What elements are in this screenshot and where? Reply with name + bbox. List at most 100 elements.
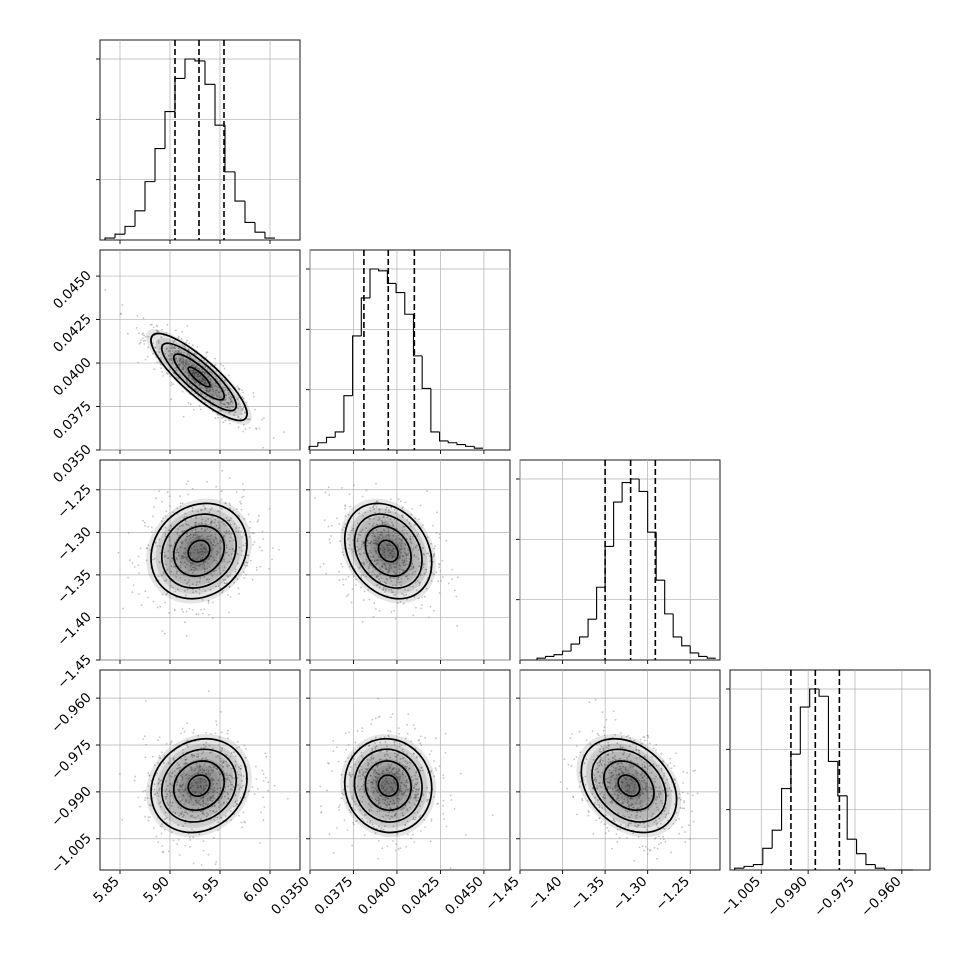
panel-p3-vs-p0-point-456 — [186, 722, 189, 725]
panel-p2-vs-p1-point-587 — [438, 592, 441, 594]
panel-p3-vs-p1-point-318 — [402, 793, 404, 796]
panel-p1-vs-p0-point-492 — [191, 377, 194, 380]
panel-p3-vs-p1-point-462 — [377, 773, 380, 776]
panel-p2-vs-p1-point-200 — [397, 578, 400, 581]
panel-p3-vs-p1-point-152 — [397, 800, 399, 803]
panel-p3-vs-p0-shade-4 — [178, 765, 220, 806]
panel-p2-vs-p1-point-319 — [386, 546, 389, 549]
panel-p2-vs-p1-point-55 — [367, 567, 370, 570]
panel-p3-vs-p0-point-62 — [221, 779, 224, 781]
panel-p2-vs-p0-point-223 — [211, 617, 214, 619]
panel-p2-vs-p1-point-88 — [388, 534, 390, 537]
panel-p1-hist-bar-5 — [352, 335, 362, 396]
xtick-label-p0-1: 5.90 — [140, 874, 173, 907]
panel-p2-vs-p0-point-190 — [206, 538, 209, 541]
panel-p2-vs-p0-point-396 — [140, 604, 143, 607]
panel-p2-vs-p0-point-20 — [159, 605, 162, 608]
panel-p3-vs-p1-point-362 — [453, 808, 456, 810]
panel-p3-vs-p1-point-525 — [370, 761, 373, 764]
panel-p3-vs-p1-point-254 — [359, 809, 362, 812]
panel-p3-vs-p0-point-292 — [182, 749, 184, 751]
panel-p2-vs-p0-point-107 — [145, 559, 148, 562]
panel-p3-vs-p0-point-463 — [218, 801, 220, 804]
panel-p2-vs-p0-point-128 — [236, 508, 238, 510]
panel-p3-vs-p2-point-166 — [689, 838, 691, 840]
panel-p2-vs-p0-point-69 — [202, 553, 205, 555]
panel-p2-vs-p0-point-70 — [204, 529, 207, 531]
panel-p2-vs-p0-point-430 — [163, 632, 166, 635]
panel-p3-vs-p1-point-508 — [369, 774, 372, 777]
ytick-label-p2-4: −1.25 — [54, 481, 95, 522]
panel-p3-vs-p0-point-221 — [176, 781, 179, 784]
panel-p2-vs-p1-point-270 — [435, 571, 438, 574]
panel-p3-vs-p0-point-212 — [186, 739, 189, 741]
panel-p3-vs-p0-contour-3 — [187, 774, 211, 798]
panel-p3-vs-p2-point-417 — [669, 757, 671, 760]
panel-p1-vs-p0-point-382 — [212, 388, 215, 391]
panel-p2-vs-p1-point-246 — [388, 535, 391, 537]
panel-p3-vs-p1-point-7 — [339, 804, 341, 807]
panel-p2-vs-p0-point-246 — [208, 558, 211, 560]
panel-p2-vs-p0-point-441 — [233, 550, 236, 553]
panel-p3-vs-p1-point-627 — [387, 782, 390, 785]
panel-p2-vs-p1-contour-2 — [364, 525, 412, 577]
panel-p3-vs-p0-point-343 — [178, 788, 181, 791]
panel-p2-vs-p1-point-537 — [379, 547, 382, 550]
panel-p1-vs-p0-point-313 — [223, 402, 226, 405]
panel-p3-vs-p2-point-115 — [633, 783, 636, 786]
panel-p1-vs-p0-point-256 — [209, 389, 212, 392]
panel-p1-hist-bar-6 — [360, 297, 370, 336]
panel-p1-vs-p0-point-33 — [214, 385, 217, 388]
panel-p3-vs-p2-point-479 — [654, 836, 657, 839]
panel-p3-vs-p1-point-189 — [415, 816, 417, 819]
panel-p1-vs-p0-point-243 — [181, 390, 184, 393]
panel-p1-vs-p0-point-683 — [119, 312, 122, 315]
panel-p3-vs-p1-point-338 — [372, 757, 374, 760]
panel-p3-vs-p1-point-531 — [396, 833, 399, 835]
panel-p2-vs-p1-point-267 — [379, 580, 382, 583]
panel-p1-vs-p0-point-273 — [191, 364, 193, 367]
panel-p2-vs-p0-point-298 — [192, 563, 195, 565]
panel-p3-vs-p2-point-133 — [650, 815, 653, 818]
panel-p2-vs-p1-point-433 — [406, 538, 408, 540]
panel-p3-vs-p2-point-363 — [678, 832, 681, 835]
panel-p2-vs-p0-point-651 — [197, 552, 200, 555]
panel-p2-vs-p1-point-361 — [341, 487, 343, 489]
panel-p1-vs-p0-point-680 — [231, 402, 234, 404]
panel-p1-vs-p0-point-71 — [228, 411, 231, 414]
panel-p1-vs-p0-point-48 — [217, 416, 220, 419]
panel-p1-vs-p0-point-409 — [210, 379, 213, 382]
panel-p2-vs-p1-point-302 — [367, 552, 370, 555]
panel-p2-vs-p1-point-85 — [408, 523, 411, 525]
panel-p2-vs-p1-point-151 — [400, 578, 403, 580]
panel-p3-vs-p1-point-345 — [378, 798, 381, 801]
panel-p2-vs-p0-point-484 — [144, 590, 147, 593]
panel-p3-vs-p0-point-433 — [166, 822, 168, 824]
panel-p2-vs-p1-point-15 — [355, 578, 357, 581]
panel-p2-vs-p1-point-262 — [398, 537, 401, 540]
panel-p3-vs-p1-point-124 — [369, 759, 371, 761]
panel-p2-vs-p0-point-656 — [137, 564, 140, 566]
panel-p2-vs-p1-point-258 — [378, 609, 381, 612]
panel-p2-vs-p0-point-435 — [186, 582, 188, 585]
panel-p2-vs-p1-point-655 — [392, 530, 395, 533]
panel-p2-hist-bar-1 — [544, 655, 555, 659]
panel-p2-vs-p0-point-146 — [193, 566, 196, 569]
panel-p1-vs-p0-point-37 — [212, 390, 215, 393]
panel-p2-vs-p0-point-466 — [204, 526, 206, 529]
panel-p3-vs-p0-point-23 — [157, 739, 159, 742]
panel-p3-vs-p1-point-288 — [399, 777, 401, 780]
panel-p2-vs-p0-point-8 — [131, 591, 134, 594]
panel-p3-vs-p1-point-519 — [398, 727, 400, 729]
panel-p1-vs-p0-point-422 — [195, 372, 198, 375]
panel-p2-vs-p1-point-131 — [418, 581, 421, 584]
panel-p2-vs-p1-point-100 — [398, 568, 401, 571]
panel-p1-vs-p0-point-224 — [197, 375, 200, 378]
panel-p3-vs-p0-point-578 — [180, 786, 182, 788]
panel-p2-vs-p0-point-413 — [222, 536, 225, 539]
panel-p2-vs-p0-point-353 — [196, 581, 199, 583]
panel-p1-vs-p0-point-453 — [224, 394, 227, 397]
panel-p1-vs-p0-point-221 — [242, 430, 245, 433]
panel-p3-vs-p1-point-674 — [388, 771, 391, 774]
panel-p3-vs-p2-point-81 — [622, 753, 625, 756]
